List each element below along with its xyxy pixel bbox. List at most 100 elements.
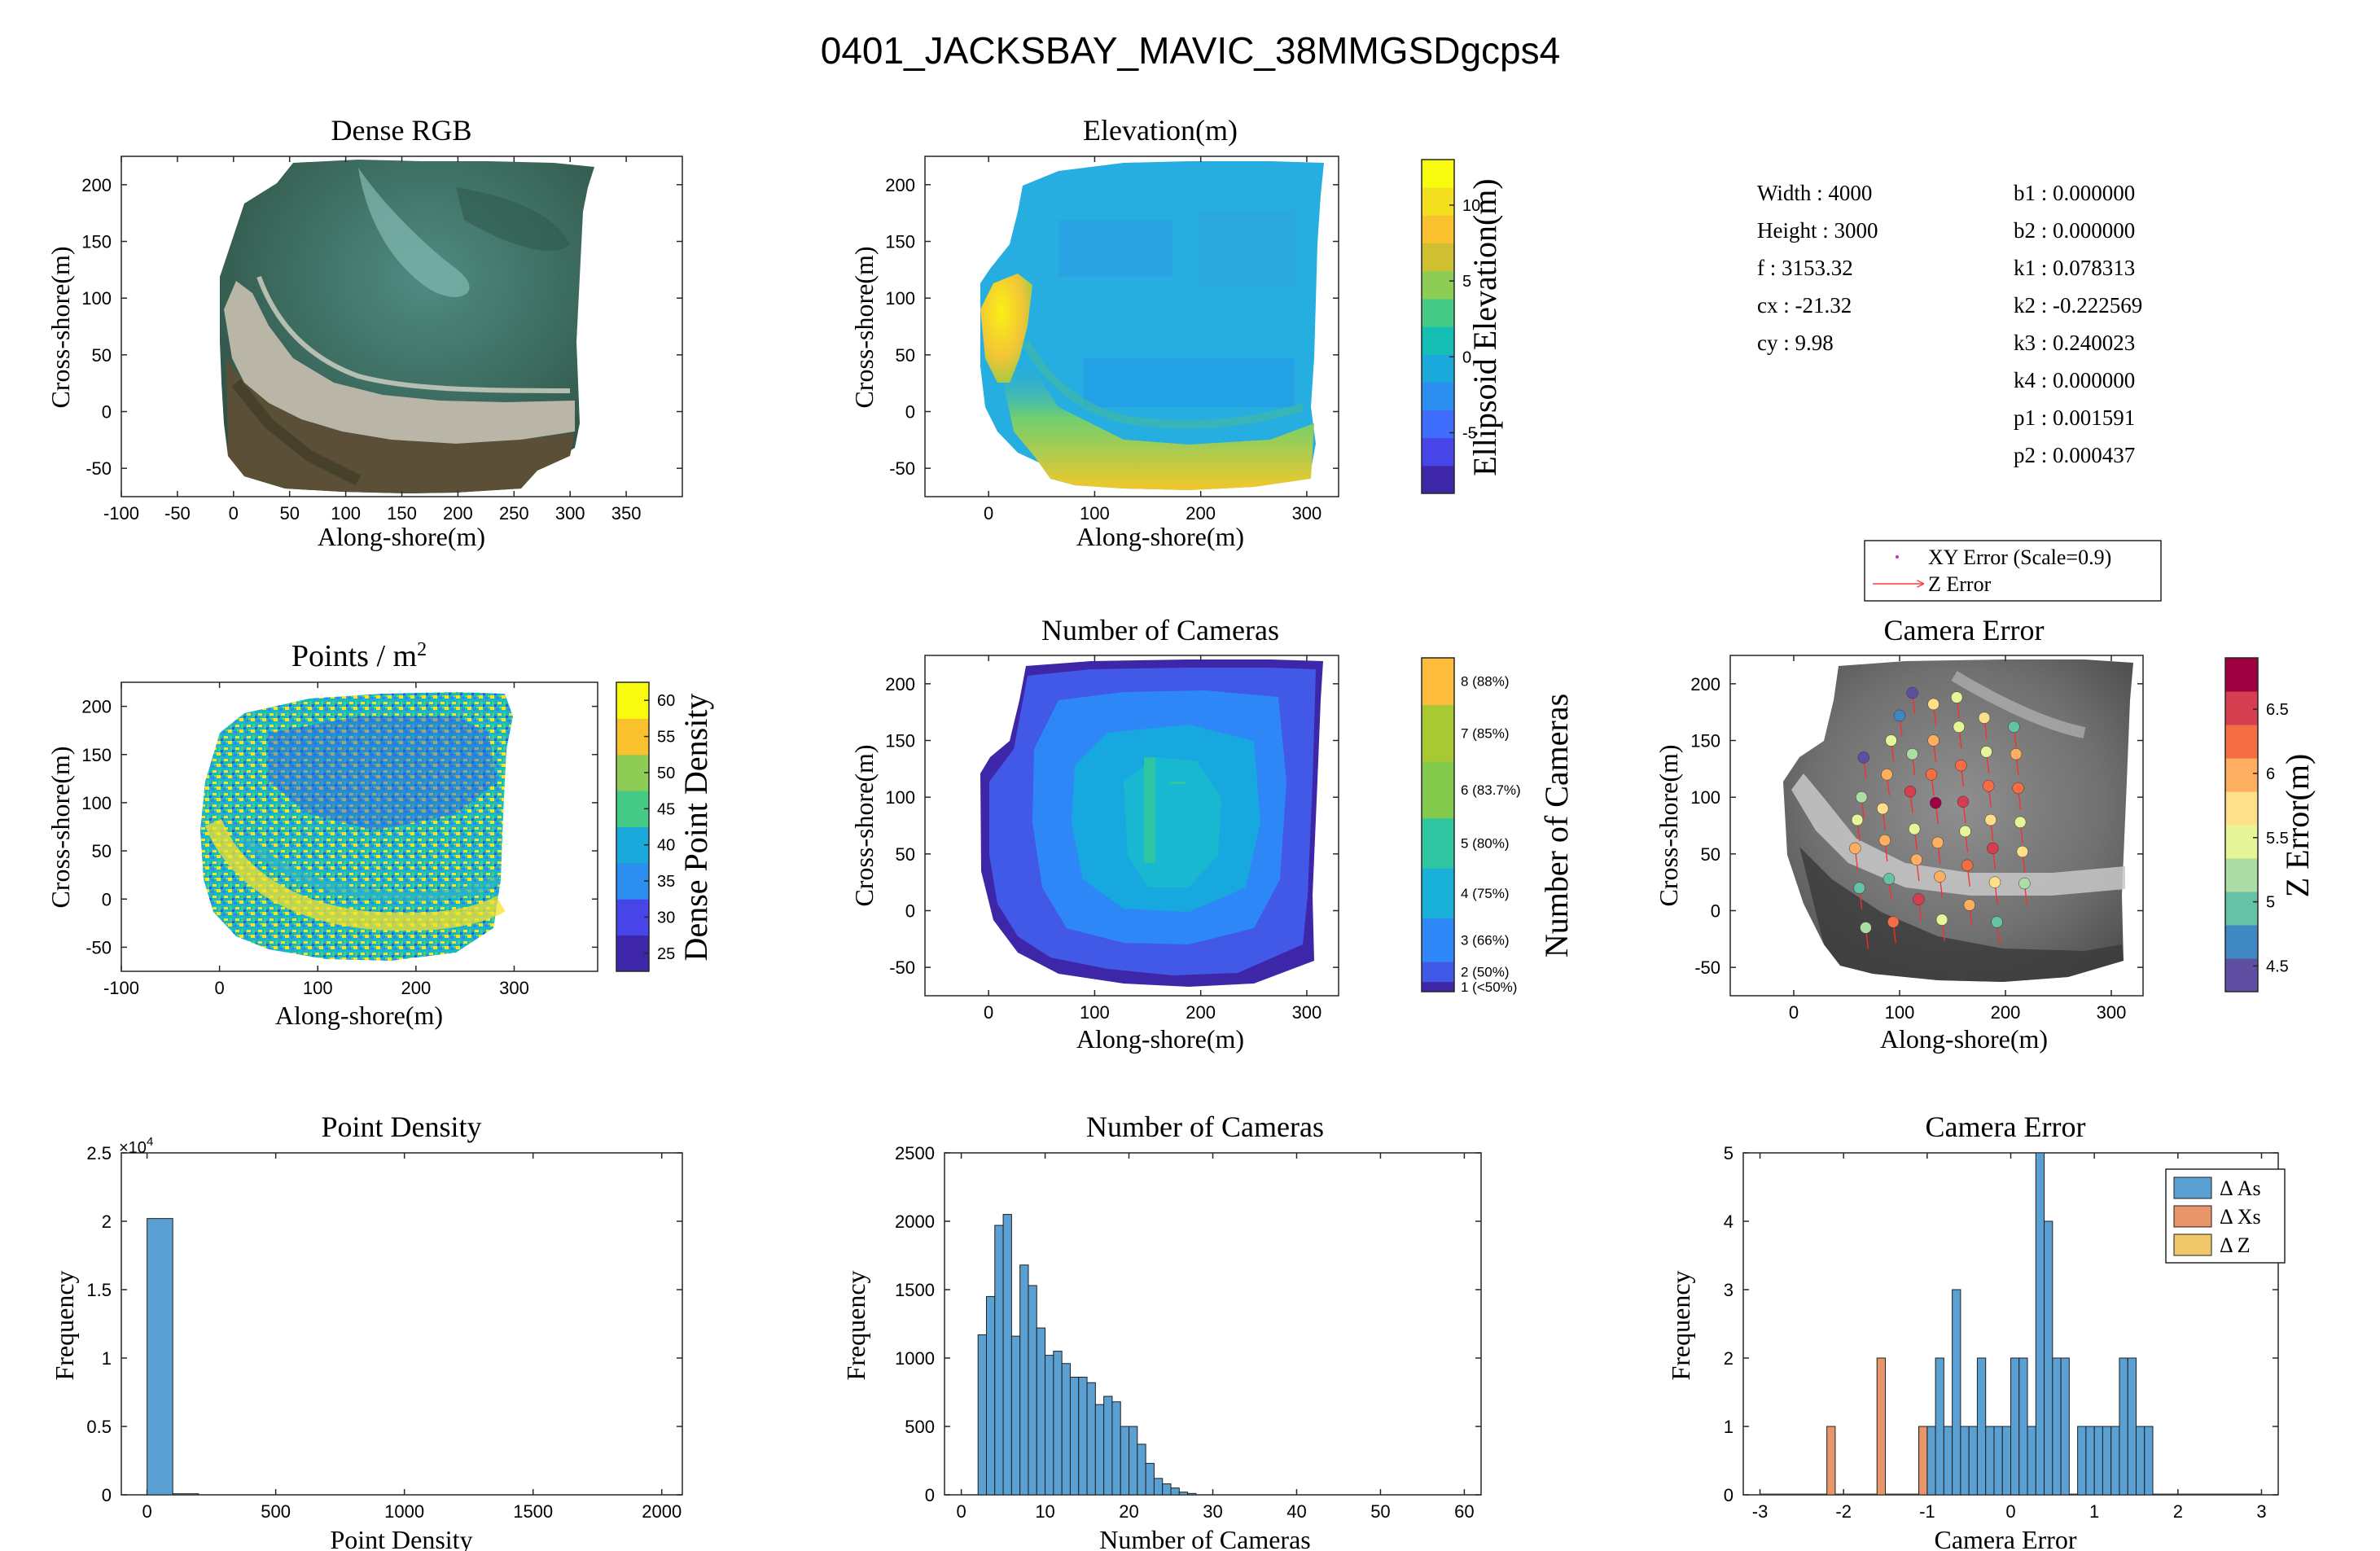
colorbar-band — [1422, 160, 1454, 188]
x-tick-label: -1 — [1919, 1501, 1935, 1522]
x-tick-label: 300 — [1292, 503, 1322, 524]
y-tick-label: -50 — [85, 458, 112, 479]
x-tick-label: 0 — [1789, 1002, 1799, 1023]
colorbar-band — [616, 682, 649, 719]
cameras-map-colorbar-label: Number of Cameras — [1538, 694, 1575, 957]
camera-point — [1991, 916, 2003, 928]
elevation-axes: 0 100 200 300 -50 0 50 100 150 200 — [885, 156, 1339, 524]
colorbar-band — [2225, 725, 2258, 759]
figure-title: 0401_JACKSBAY_MAVIC_38MMGSDgcps4 — [821, 29, 1560, 72]
hist-bar — [1019, 1264, 1029, 1496]
y-tick-label: 150 — [1690, 731, 1720, 751]
x-tick-label: 100 — [303, 978, 333, 998]
camera-error-colorbar: 4.5 5 5.5 6 6.5 — [2224, 657, 2289, 992]
x-tick-label: 250 — [499, 503, 529, 524]
hist-bar — [2102, 1426, 2112, 1496]
camera-point — [2018, 877, 2031, 890]
x-tick-label: -100 — [103, 503, 139, 524]
hist-bar — [1178, 1492, 1189, 1496]
elevation-colorbar: -5 0 5 10 — [1421, 159, 1480, 494]
camera-point — [2016, 845, 2029, 858]
x-tick-label: 200 — [443, 503, 473, 524]
colorbar-tick-label: 5 (80%) — [1461, 836, 1510, 852]
cameras-map-axes: 0 100 200 300 -50 0 50 100 150 200 — [885, 655, 1339, 1023]
x-tick-label: 350 — [611, 503, 642, 524]
hist-bar — [1935, 1357, 1944, 1496]
hist-bar — [147, 1218, 173, 1496]
points-density-title-text: Points / m — [291, 639, 417, 673]
param-k4: k4 : 0.000000 — [2014, 368, 2135, 392]
param-cy: cy : 9.98 — [1757, 331, 1834, 355]
x-tick-label: 20 — [1119, 1501, 1138, 1522]
x-tick-label: 0 — [956, 1501, 966, 1522]
hist-bar — [1145, 1462, 1155, 1496]
colorbar-band — [1422, 410, 1454, 439]
xy-error-marker — [1896, 555, 1899, 559]
hist-bar — [1985, 1426, 1995, 1496]
panel-points-density: -100 0 100 200 300 -50 0 50 100 150 200 25 30 35 40 45… — [46, 639, 714, 1030]
x-tick-label: 100 — [1885, 1002, 1915, 1023]
hist-point-density-exponent-power: 4 — [147, 1135, 153, 1149]
param-f: f : 3153.32 — [1757, 256, 1853, 280]
colorbar-band — [2225, 691, 2258, 725]
x-tick-label: 60 — [1454, 1501, 1474, 1522]
hist-bar — [2110, 1426, 2120, 1496]
points-density-title: Points / m2 — [291, 639, 427, 673]
hist-bar — [2144, 1426, 2154, 1496]
hist-bar — [2077, 1426, 2087, 1496]
colorbar-tick-label: 8 (88%) — [1461, 674, 1510, 690]
y-tick-label: 0 — [1711, 901, 1720, 922]
x-tick-label: 300 — [555, 503, 585, 524]
hist-bar — [2018, 1357, 2028, 1496]
y-tick-label: 0 — [905, 402, 915, 423]
colorbar-band — [1422, 243, 1454, 272]
hist-point-density-xlabel: Point Density — [330, 1525, 472, 1551]
x-tick-label: -2 — [1835, 1501, 1852, 1522]
axes-frame — [1729, 655, 2144, 997]
legend-label: Δ Xs — [2220, 1205, 2261, 1229]
points-density-xlabel: Along-shore(m) — [275, 1001, 443, 1030]
hist-bar — [1918, 1426, 1928, 1496]
hist-bar — [1010, 1335, 1021, 1496]
camera-point — [2012, 782, 2024, 795]
points-density-axes: -100 0 100 200 300 -50 0 50 100 150 200 — [81, 681, 598, 998]
camera-point — [1929, 796, 1942, 809]
y-tick-label: 150 — [81, 232, 112, 252]
camera-point — [1860, 922, 1872, 934]
y-tick-label: 50 — [1701, 844, 1720, 865]
colorbar-band — [1422, 761, 1454, 819]
colorbar-tick-label: 7 (85%) — [1461, 725, 1510, 741]
camera-point — [1957, 795, 1970, 808]
y-tick-label: 200 — [81, 175, 112, 195]
camera-point — [1931, 836, 1944, 849]
x-tick-label: 40 — [1286, 1501, 1306, 1522]
dense-rgb-axes: -100 -50 0 50 100 150 200 250 300 350 -50 0 50 100 150… — [81, 156, 683, 524]
hist-point-density-ylabel: Frequency — [50, 1270, 79, 1380]
camera-point — [2008, 721, 2020, 734]
x-tick-label: 0 — [229, 503, 239, 524]
hist-bar — [1111, 1401, 1121, 1496]
camera-point — [1963, 899, 1976, 911]
hist-bar — [1170, 1487, 1180, 1496]
elevation-xlabel: Along-shore(m) — [1076, 522, 1244, 551]
camera-point — [1953, 721, 1966, 734]
x-tick-label: 1000 — [384, 1501, 424, 1522]
hist-bar — [1968, 1426, 1978, 1496]
camera-point — [1988, 876, 2001, 888]
dense-rgb-image — [220, 160, 594, 493]
param-b1: b1 : 0.000000 — [2014, 181, 2135, 205]
panel-camera-error-map: 0 100 200 300 -50 0 50 100 150 200 4.5 5 5.5 6 6.5 XY… — [1654, 540, 2316, 1054]
x-tick-label: -100 — [103, 978, 139, 998]
y-tick-label: 0 — [102, 402, 112, 423]
camera-error-image — [1783, 659, 2133, 982]
hist-bar — [1129, 1426, 1138, 1496]
hist-bar — [2027, 1426, 2036, 1496]
camera-point — [1853, 882, 1865, 894]
colorbar-band — [1422, 326, 1454, 355]
y-tick-label: 3 — [1724, 1280, 1733, 1300]
x-tick-label: 10 — [1035, 1501, 1054, 1522]
hist-bar — [2060, 1357, 2070, 1496]
camera-point — [1876, 802, 1889, 815]
y-tick-label: 2.5 — [86, 1143, 112, 1163]
